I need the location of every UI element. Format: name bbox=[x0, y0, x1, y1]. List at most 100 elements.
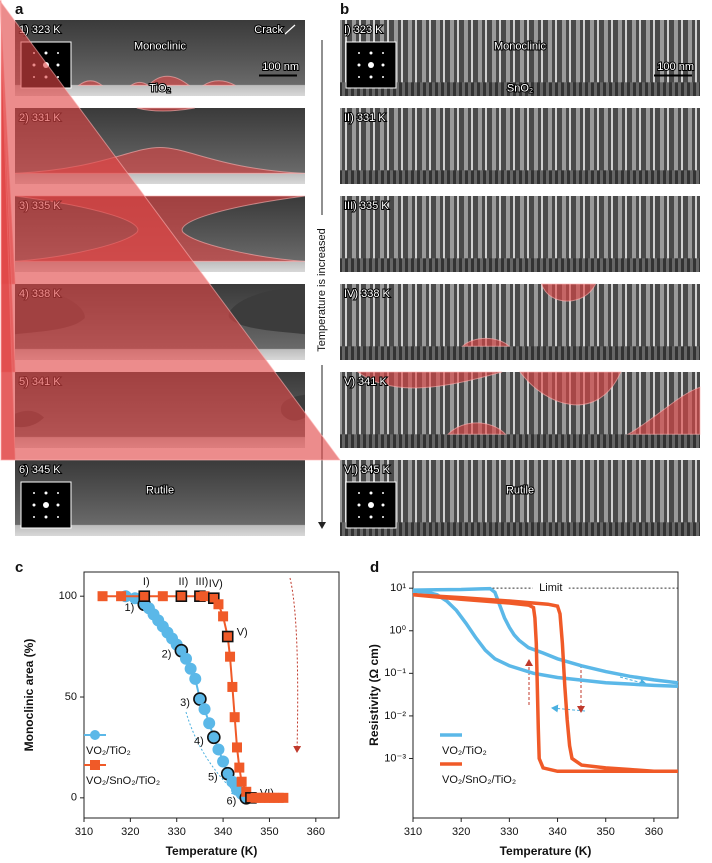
diffraction-spot bbox=[381, 63, 385, 67]
data-point bbox=[236, 776, 247, 787]
sweep-arrow bbox=[551, 704, 586, 713]
data-point bbox=[198, 703, 211, 716]
data-point bbox=[225, 651, 236, 662]
y-tick-label: 0 bbox=[71, 792, 77, 804]
y-tick-label: 10⁻³ bbox=[384, 752, 406, 764]
scale-bar-label: 100 nm bbox=[657, 61, 694, 73]
y-tick-label: 100 bbox=[59, 590, 77, 602]
point-label: 5) bbox=[208, 772, 218, 784]
frame-label: III) 335 K bbox=[344, 200, 389, 212]
data-point bbox=[232, 742, 242, 753]
phase-overlay bbox=[0, 0, 341, 461]
series-line bbox=[412, 593, 678, 774]
x-tick-label: 340 bbox=[548, 826, 566, 838]
diffraction-spot bbox=[57, 492, 59, 494]
diffraction-spot bbox=[57, 516, 59, 518]
substrate-label: SnO₂ bbox=[507, 82, 533, 94]
crack-label: Crack bbox=[254, 24, 283, 36]
phase-label: Rutile bbox=[506, 484, 534, 496]
diffraction-spot bbox=[382, 516, 384, 518]
data-point bbox=[207, 730, 221, 745]
phase-label: Rutile bbox=[146, 484, 174, 496]
data-point bbox=[157, 591, 168, 602]
point-label: 2) bbox=[162, 649, 172, 661]
y-tick-label: 10⁻² bbox=[384, 710, 406, 722]
panel-label: a bbox=[15, 1, 24, 18]
x-tick-label: 340 bbox=[214, 826, 232, 838]
frame-label: 6) 345 K bbox=[19, 464, 61, 476]
diffraction-spot bbox=[382, 76, 384, 78]
data-point bbox=[217, 755, 230, 768]
x-tick-label: 360 bbox=[645, 826, 663, 838]
data-point bbox=[199, 591, 210, 602]
substrate bbox=[340, 346, 700, 360]
frame-label: I) 323 K bbox=[344, 24, 383, 36]
x-tick-label: 350 bbox=[597, 826, 615, 838]
diffraction-spot bbox=[33, 492, 35, 494]
x-tick-label: 330 bbox=[500, 826, 518, 838]
diffraction-spot bbox=[32, 503, 36, 507]
plot-frame bbox=[412, 571, 679, 819]
frame-label: II) 331 K bbox=[344, 112, 386, 124]
substrate bbox=[340, 258, 700, 272]
diffraction-spot bbox=[358, 516, 360, 518]
point-label: II) bbox=[178, 576, 188, 588]
series-line bbox=[102, 595, 284, 799]
legend-label: VO₂/SnO₂/TiO₂ bbox=[442, 774, 516, 786]
data-point bbox=[138, 590, 151, 602]
crack-arrow bbox=[284, 24, 296, 35]
substrate-label: TiO₂ bbox=[149, 82, 171, 94]
data-point bbox=[203, 717, 216, 730]
data-point bbox=[241, 786, 252, 797]
phase-overlay bbox=[77, 75, 236, 86]
phase-overlay bbox=[356, 371, 701, 435]
diffraction-spot bbox=[44, 515, 48, 519]
substrate bbox=[340, 522, 700, 536]
data-point bbox=[116, 591, 127, 602]
legend-marker bbox=[90, 760, 100, 770]
diffraction-spot bbox=[369, 75, 373, 79]
scale-bar-label: 100 nm bbox=[262, 61, 299, 73]
diffraction-spot bbox=[368, 502, 374, 508]
y-tick-label: 10¹ bbox=[390, 582, 406, 594]
data-point bbox=[180, 652, 192, 665]
point-label: 3) bbox=[180, 697, 190, 709]
legend-label: VO₂/TiO₂ bbox=[442, 745, 487, 757]
heating-arrow bbox=[289, 577, 302, 753]
panel-label: b bbox=[340, 1, 349, 18]
legend-label: VO₂/SnO₂/TiO₂ bbox=[86, 775, 160, 787]
data-point bbox=[234, 762, 245, 773]
data-point bbox=[193, 692, 207, 706]
substrate bbox=[340, 434, 700, 448]
frame-label: 1) 323 K bbox=[19, 24, 61, 36]
y-tick-label: 10⁰ bbox=[389, 625, 406, 637]
point-label: V) bbox=[237, 626, 248, 638]
x-tick-label: 350 bbox=[260, 826, 278, 838]
diffraction-spot bbox=[44, 51, 48, 55]
heating-arrow bbox=[185, 711, 239, 796]
limit-label: Limit bbox=[539, 582, 562, 594]
limit-label-bg bbox=[532, 582, 569, 595]
diffraction-spot bbox=[357, 503, 361, 507]
y-axis-title: Resistivity (Ω cm) bbox=[367, 644, 381, 746]
diffraction-spot bbox=[56, 63, 60, 67]
x-axis-title: Temperature (K) bbox=[166, 844, 258, 858]
diffraction-spot bbox=[43, 502, 49, 508]
diffraction-spot bbox=[382, 492, 384, 494]
substrate bbox=[340, 170, 700, 184]
y-tick-label: 10⁻¹ bbox=[384, 667, 406, 679]
panel-label: c bbox=[15, 559, 23, 576]
diffraction-spot bbox=[357, 63, 361, 67]
diffraction-spot bbox=[369, 491, 373, 495]
point-label: III) bbox=[195, 576, 208, 588]
diffraction-spot bbox=[382, 52, 384, 54]
x-tick-label: 320 bbox=[452, 826, 470, 838]
arrow-label-bg bbox=[314, 215, 330, 365]
point-label: IV) bbox=[209, 578, 223, 590]
data-point bbox=[218, 611, 229, 622]
diffraction-spot bbox=[358, 492, 360, 494]
data-point bbox=[189, 672, 202, 685]
data-point bbox=[278, 792, 289, 803]
diffraction-spot bbox=[368, 62, 374, 68]
